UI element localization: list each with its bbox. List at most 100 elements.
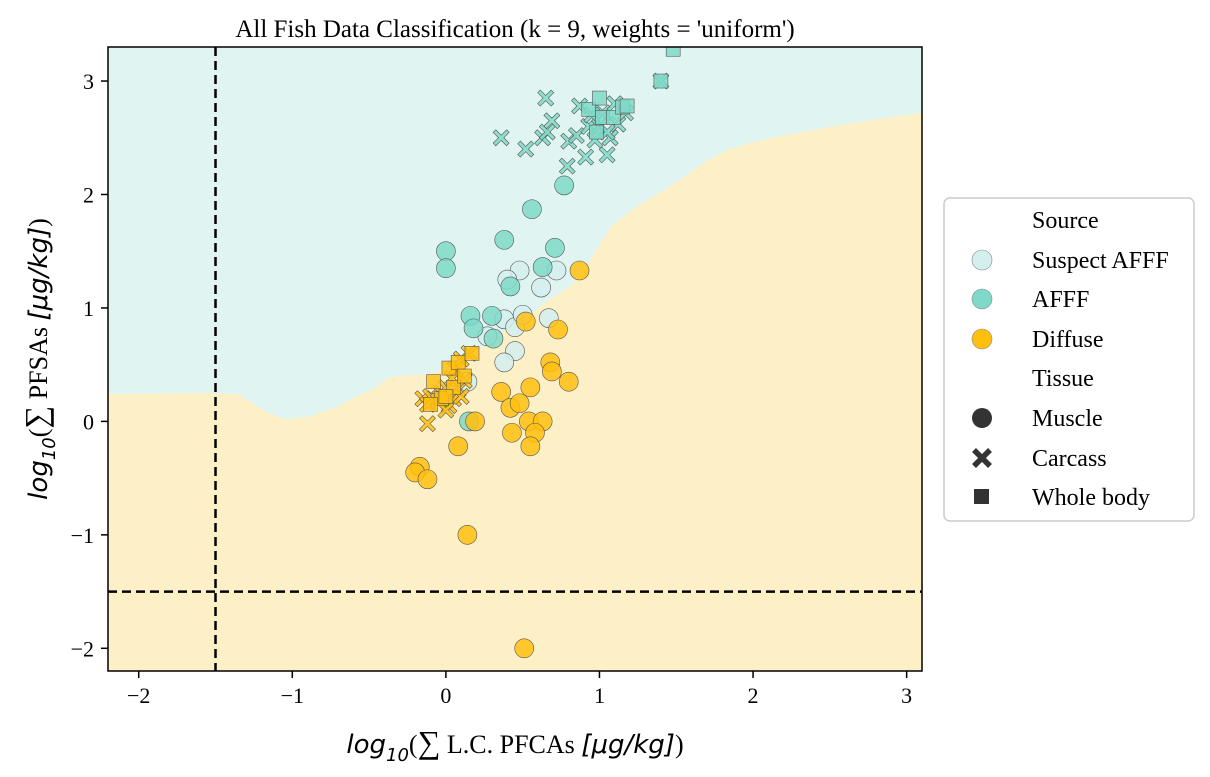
- y-label-subscript: 10: [39, 437, 60, 460]
- diffuse-point: [520, 436, 541, 457]
- legend-suspect-afff-swatch: [971, 249, 993, 271]
- y-tick-label: 1: [83, 296, 94, 321]
- legend-afff-swatch: [971, 288, 993, 310]
- x-label-open: (: [409, 730, 418, 759]
- afff-point: [500, 276, 521, 297]
- afff-point: [653, 73, 669, 89]
- x-tick-label: 2: [748, 683, 759, 708]
- diffuse-point: [569, 260, 590, 281]
- diffuse-point: [491, 382, 511, 402]
- legend: Source Suspect AFFF AFFF Diffuse Tissue …: [943, 197, 1195, 522]
- diffuse-point: [520, 377, 541, 398]
- legend-source-title: Source: [1032, 208, 1099, 234]
- diffuse-point: [450, 355, 466, 370]
- y-label-prefix: log: [24, 460, 54, 500]
- diffuse-point: [548, 319, 568, 340]
- diffuse-point: [515, 311, 536, 332]
- y-tick-label: 3: [83, 69, 94, 94]
- diffuse-decision-region: [108, 112, 922, 671]
- afff-point: [463, 318, 484, 339]
- diffuse-point: [419, 415, 436, 433]
- afff-point: [436, 258, 456, 279]
- diffuse-point: [502, 422, 522, 443]
- chart-title: All Fish Data Classification (k = 9, wei…: [235, 16, 794, 43]
- y-label-text: PFSAs: [24, 321, 53, 406]
- y-label-sum-symbol: ∑: [18, 406, 54, 429]
- x-label-prefix: log: [346, 730, 386, 760]
- x-label-text: L.C. PFCAs: [440, 730, 581, 759]
- y-label-unit: [μg/kg]: [24, 227, 54, 321]
- x-tick-label: −2: [127, 683, 150, 708]
- afff-point: [492, 129, 510, 147]
- diffuse-point: [509, 393, 530, 414]
- x-tick-label: 3: [901, 683, 912, 708]
- diffuse-point: [464, 346, 480, 361]
- diffuse-point: [514, 638, 535, 659]
- afff-point: [545, 238, 565, 258]
- afff-point: [436, 241, 456, 262]
- legend-diffuse-label: Diffuse: [1032, 327, 1104, 353]
- diffuse-point: [438, 389, 454, 404]
- y-label-close: ): [24, 218, 53, 227]
- suspect-afff-point: [531, 277, 551, 298]
- legend-whole-body-marker-icon: [974, 489, 989, 504]
- afff-point: [665, 47, 681, 57]
- diffuse-point: [465, 411, 485, 432]
- afff-point: [589, 124, 604, 140]
- suspect-afff-point: [494, 352, 515, 373]
- x-axis-label: log10(∑ L.C. PFCAs [μg/kg]): [346, 724, 683, 766]
- afff-point: [592, 90, 607, 106]
- y-axis-label: log10(∑ PFSAs [μg/kg]): [18, 218, 60, 500]
- afff-point: [522, 199, 542, 220]
- legend-diffuse-swatch: [971, 328, 993, 350]
- diffuse-point: [542, 361, 562, 382]
- afff-point: [482, 306, 502, 326]
- diffuse-point: [426, 374, 441, 389]
- legend-carcass-label: Carcass: [1032, 446, 1107, 472]
- legend-tissue-title: Tissue: [1032, 366, 1094, 392]
- diffuse-point: [558, 371, 579, 392]
- afff-point: [517, 140, 535, 158]
- y-tick-label: −1: [71, 523, 94, 548]
- x-label-unit: [μg/kg]: [581, 730, 675, 760]
- y-tick-label: −2: [71, 636, 94, 661]
- afff-point: [543, 112, 561, 130]
- diffuse-point: [457, 368, 472, 384]
- legend-muscle-label: Muscle: [1032, 406, 1103, 432]
- y-tick-label: 0: [83, 409, 94, 434]
- afff-point: [558, 157, 576, 175]
- afff-point: [532, 257, 553, 277]
- plot-frame: [107, 46, 923, 672]
- x-axis: −2 −1 0 1 2 3: [127, 671, 912, 708]
- x-label-subscript: 10: [386, 745, 409, 766]
- diffuse-point: [417, 469, 438, 490]
- x-tick-label: −1: [281, 683, 304, 708]
- afff-point: [581, 102, 597, 117]
- y-axis: −2 −1 0 1 2 3: [71, 69, 108, 661]
- afff-point: [568, 127, 585, 144]
- afff-point: [537, 89, 555, 107]
- diffuse-point: [423, 397, 438, 412]
- y-tick-label: 2: [83, 182, 94, 207]
- legend-suspect-afff-label: Suspect AFFF: [1032, 248, 1169, 274]
- afff-point: [483, 328, 504, 349]
- x-label-close: ): [675, 730, 684, 759]
- legend-whole-body-label: Whole body: [1032, 485, 1150, 511]
- afff-point: [577, 148, 595, 166]
- diffuse-point: [448, 436, 468, 457]
- legend-carcass-marker-icon: [972, 448, 992, 468]
- x-tick-label: 0: [440, 683, 451, 708]
- x-label-sum-symbol: ∑: [418, 724, 441, 760]
- legend-afff-label: AFFF: [1032, 287, 1089, 313]
- afff-point: [619, 98, 635, 114]
- legend-muscle-marker-icon: [972, 408, 992, 428]
- afff-point: [554, 175, 574, 196]
- diffuse-point: [457, 525, 478, 545]
- plot-area: [108, 47, 922, 671]
- afff-point: [494, 230, 515, 250]
- legend-box: [943, 197, 1195, 522]
- y-label-open: (: [24, 429, 53, 438]
- afff-point: [598, 146, 616, 164]
- data-points: [405, 47, 681, 659]
